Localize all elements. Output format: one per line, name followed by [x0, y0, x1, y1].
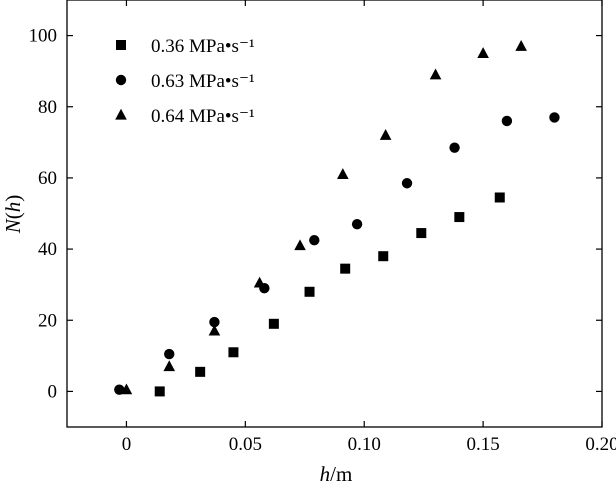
series-circle: [114, 112, 560, 395]
data-point-triangle: [163, 360, 176, 372]
x-tick-labels: 0 0.05 0.10 0.15 0.20: [122, 434, 616, 455]
legend: 0.36 MPa•s⁻¹ 0.63 MPa•s⁻¹ 0.64 MPa•s⁻¹: [115, 36, 255, 127]
legend-marker-square: [116, 40, 126, 50]
data-point-triangle: [337, 168, 349, 179]
x-tick-label: 0.15: [466, 434, 499, 455]
data-points: [114, 40, 560, 397]
data-point-square: [416, 228, 427, 239]
y-axis-title: N(h): [1, 195, 25, 235]
y-tick-labels: 0 20 40 60 80 100: [29, 26, 58, 403]
data-point-triangle: [120, 383, 133, 395]
x-axis-variable: h: [320, 462, 331, 486]
data-point-square: [454, 212, 465, 223]
x-tick-label: 0.05: [229, 434, 262, 455]
series-square: [154, 192, 505, 397]
x-tick-label: 0: [122, 434, 132, 455]
legend-label: 0.63 MPa•s⁻¹: [151, 71, 255, 92]
data-point-triangle: [253, 276, 266, 288]
legend-marker-circle: [115, 74, 127, 86]
data-point-circle: [309, 234, 320, 246]
x-tick-label: 0.10: [348, 434, 381, 455]
data-point-triangle: [294, 239, 306, 251]
x-axis-separator: /: [330, 462, 336, 486]
plot-frame: [66, 0, 603, 428]
data-point-circle: [164, 348, 175, 360]
legend-item: 0.64 MPa•s⁻¹: [115, 106, 255, 127]
data-point-square: [154, 386, 165, 397]
data-point-circle: [501, 115, 513, 127]
y-tick-label: 0: [48, 381, 58, 402]
data-point-square: [228, 347, 239, 358]
data-point-triangle: [208, 324, 221, 336]
x-axis-title: h/m: [320, 462, 353, 486]
data-point-triangle: [379, 129, 392, 140]
data-point-circle: [549, 112, 560, 123]
data-point-circle: [351, 218, 363, 230]
data-point-circle: [449, 142, 460, 153]
y-tick-label: 20: [38, 310, 57, 331]
legend-item: 0.63 MPa•s⁻¹: [115, 71, 255, 92]
x-tick-label: 0.20: [585, 434, 616, 455]
data-point-square: [378, 251, 389, 262]
data-point-triangle: [429, 68, 442, 80]
data-point-square: [340, 263, 351, 274]
data-point-triangle: [515, 40, 527, 51]
legend-label: 0.64 MPa•s⁻¹: [151, 106, 255, 127]
y-tick-label: 100: [29, 26, 58, 47]
data-point-circle: [401, 178, 413, 189]
legend-item: 0.36 MPa•s⁻¹: [116, 36, 255, 57]
data-point-square: [268, 318, 279, 329]
x-axis-unit: m: [336, 462, 352, 486]
legend-marker-triangle: [115, 108, 127, 120]
data-point-triangle: [477, 47, 489, 58]
legend-label: 0.36 MPa•s⁻¹: [151, 36, 255, 57]
series-triangle: [120, 40, 527, 395]
y-axis-argument: h: [1, 202, 25, 213]
data-point-circle: [209, 316, 220, 328]
data-point-square: [304, 286, 315, 297]
axis-ticks: [67, 0, 603, 427]
data-point-square: [195, 366, 206, 377]
y-tick-label: 80: [38, 97, 57, 118]
y-tick-label: 40: [38, 239, 57, 260]
data-point-square: [494, 192, 505, 203]
y-axis-function: N: [1, 218, 25, 234]
y-tick-label: 60: [38, 168, 57, 189]
